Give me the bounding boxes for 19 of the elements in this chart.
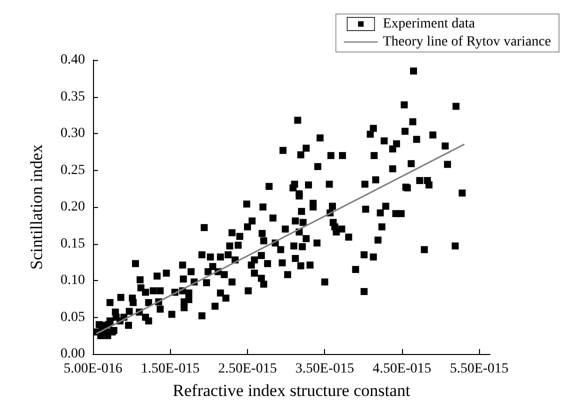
y-tick-label: 0.15 [60,236,85,252]
legend-label: Experiment data [382,16,476,32]
y-tick-label: 0.00 [60,346,85,362]
x-tick-label: 4.50E-015 [372,362,432,376]
y-tick-label: 0.40 [60,52,85,68]
x-axis-title: Refractive index structure constant [172,381,410,400]
legend-label: Theory line of Rytov variance [382,34,552,50]
y-tick-label: 0.05 [60,310,85,325]
x-tick-label: 2.50E-015 [218,362,277,376]
y-tick-label: 0.10 [60,273,85,288]
y-tick-label: 0.25 [60,162,85,178]
y-tick-label: 0.20 [60,200,85,214]
x-tick-label: 5.00E-016 [64,362,122,376]
x-tick-label: 5.50E-015 [450,362,509,376]
y-tick-label: 0.35 [60,89,85,104]
x-tick-label: 3.50E-015 [295,362,354,376]
y-axis-title: Scintillation index [27,144,46,270]
x-tick-label: 1.50E-015 [140,362,200,376]
y-tick-label: 0.30 [60,126,85,141]
